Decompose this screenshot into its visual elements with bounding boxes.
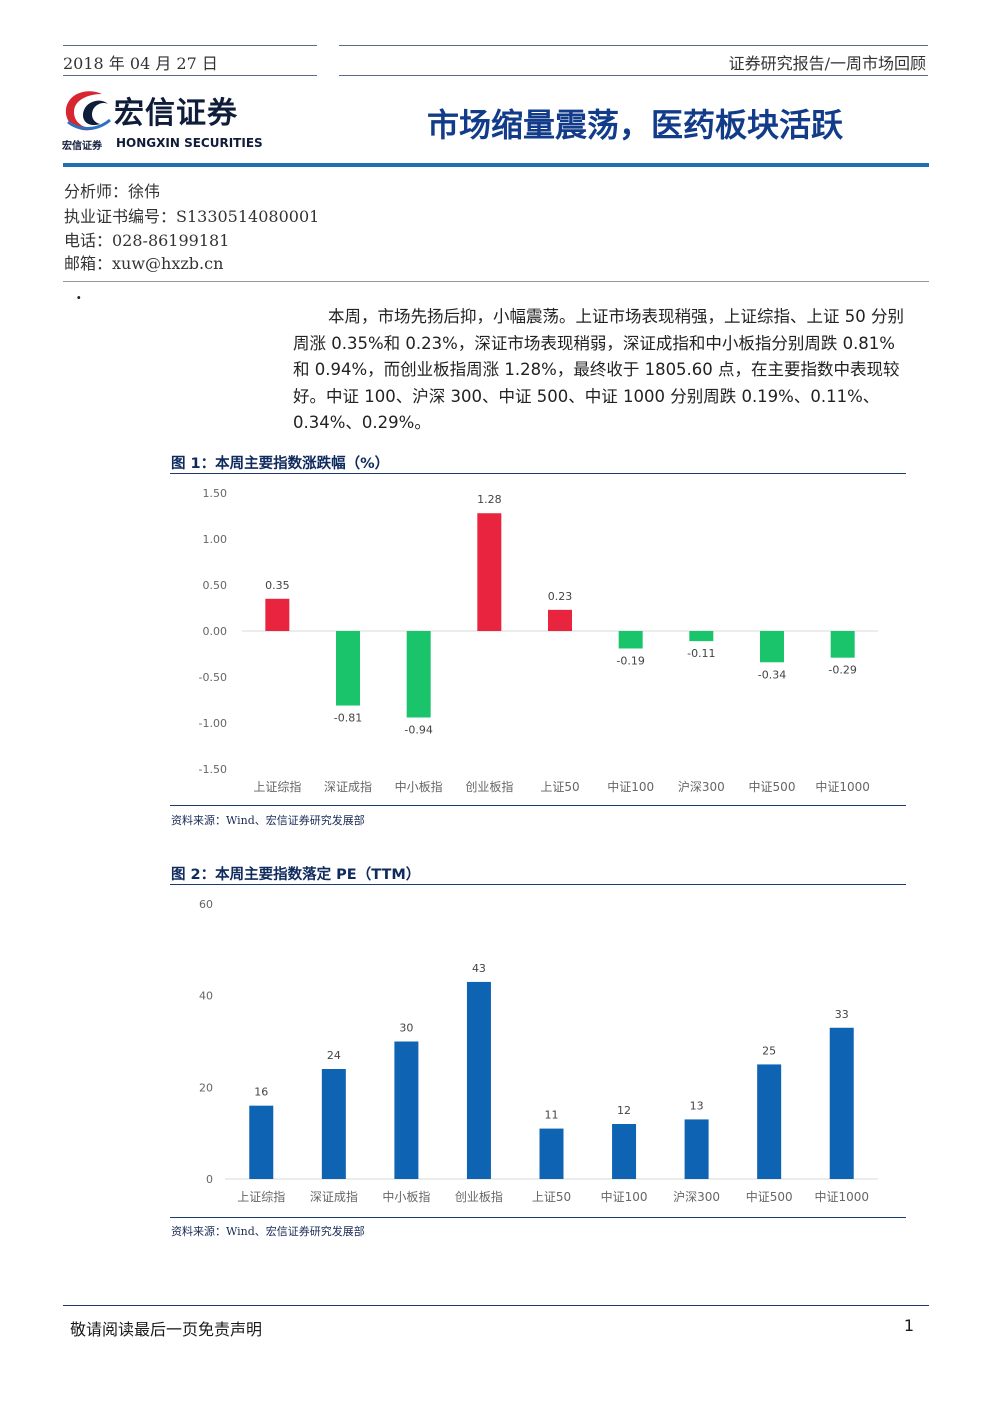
data-bar <box>618 631 643 649</box>
analyst-rule <box>63 281 929 282</box>
data-label: 13 <box>690 1099 704 1112</box>
summary-paragraph: 本周，市场先扬后抑，小幅震荡。上证市场表现稍强，上证综指、上证 50 分别周涨 … <box>293 307 904 433</box>
y-tick-label: 40 <box>199 990 213 1003</box>
data-label: -0.29 <box>828 664 856 677</box>
x-category-label: 中证1000 <box>814 1189 869 1204</box>
y-tick-label: 60 <box>199 898 213 911</box>
figure2-title: 图 2：本周主要指数落定 PE（TTM） <box>171 867 421 883</box>
x-category-label: 创业板指 <box>465 779 513 794</box>
y-tick-label: 1.00 <box>203 533 228 546</box>
data-bar <box>684 1119 709 1179</box>
data-bar <box>757 1064 782 1179</box>
data-bar <box>466 981 491 1179</box>
header-rule-right-bottom <box>339 75 928 76</box>
figure1-bottom-rule <box>170 805 906 806</box>
report-title: 市场缩量震荡，医药板块活跃 <box>426 106 843 144</box>
report-category: 证券研究报告/一周市场回顾 <box>728 54 926 73</box>
x-category-label: 沪深300 <box>678 780 725 794</box>
figure2-top-rule <box>170 884 906 885</box>
data-bar <box>336 631 360 706</box>
data-label: 0.23 <box>548 590 573 603</box>
analyst-phone: 电话：028-86199181 <box>64 231 230 250</box>
data-label: 25 <box>762 1044 776 1057</box>
x-category-label: 上证50 <box>532 1190 571 1204</box>
data-bar <box>829 1027 854 1179</box>
header-rule-right-top <box>339 45 928 46</box>
figure2-chart: 60 40 20 0 16 上证综指 24 深证成指 30 中小板指 43 创业板指 11 上证50 12 中… <box>199 898 878 1204</box>
data-label: -0.11 <box>687 647 715 660</box>
x-category-label: 上证50 <box>540 780 579 794</box>
y-tick-label: 1.50 <box>203 487 228 500</box>
x-category-label: 中小板指 <box>395 779 443 794</box>
data-bar <box>539 1128 564 1179</box>
page-number: 1 <box>903 1316 914 1335</box>
data-bar <box>612 1124 637 1179</box>
data-bar <box>760 631 784 663</box>
data-label: 24 <box>327 1049 341 1062</box>
x-category-label: 中证500 <box>749 779 796 794</box>
data-bar <box>321 1069 346 1179</box>
data-bar <box>548 609 572 631</box>
data-label: 0.35 <box>265 579 290 592</box>
data-label: 1.28 <box>477 493 502 506</box>
data-bar <box>265 598 290 631</box>
data-label: -0.34 <box>758 668 786 681</box>
header-rule-left-bottom <box>63 75 317 76</box>
x-category-label: 深证成指 <box>324 779 372 794</box>
logo-name-cn: 宏信证券 <box>114 96 238 131</box>
y-tick-label: -1.50 <box>199 763 227 776</box>
x-category-label: 中证1000 <box>815 779 870 794</box>
footer-rule <box>63 1305 929 1306</box>
data-bar <box>249 1105 274 1179</box>
x-category-label: 中证100 <box>601 1189 648 1204</box>
bullet-dot: · <box>76 288 82 307</box>
figure1-title: 图 1：本周主要指数涨跌幅（%） <box>171 456 390 472</box>
data-bar <box>689 631 714 642</box>
data-label: -0.94 <box>404 723 432 736</box>
x-category-label: 中小板指 <box>382 1189 430 1204</box>
x-category-label: 沪深300 <box>673 1190 720 1204</box>
data-bar <box>830 631 855 658</box>
data-bar <box>394 1041 419 1179</box>
report-date: 2018 年 04 月 27 日 <box>63 54 218 73</box>
x-category-label: 上证综指 <box>253 779 301 794</box>
analyst-certificate: 执业证书编号：S1330514080001 <box>64 207 320 226</box>
figure1-top-rule <box>170 473 906 474</box>
figure2-source: 资料来源：Wind、宏信证券研究发展部 <box>171 1225 365 1238</box>
y-tick-label: 20 <box>199 1081 213 1094</box>
data-label: 11 <box>545 1109 559 1122</box>
x-category-label: 深证成指 <box>310 1189 358 1204</box>
x-category-label: 创业板指 <box>455 1189 503 1204</box>
data-label: -0.81 <box>334 712 362 725</box>
figure1-chart: 1.50 1.00 0.50 0.00 -0.50 -1.00 -1.50 0.35 上证综指 -… <box>199 487 878 794</box>
figure1-source: 资料来源：Wind、宏信证券研究发展部 <box>171 814 365 827</box>
company-logo: 宏信证券 宏信证券 HONGXIN SECURITIES <box>62 88 263 152</box>
y-tick-label: -0.50 <box>199 671 227 684</box>
footer-disclaimer: 敬请阅读最后一页免责声明 <box>70 1320 263 1339</box>
y-tick-label: 0.00 <box>203 625 228 638</box>
logo-name-cn-small: 宏信证券 <box>62 141 102 152</box>
data-label: 16 <box>254 1086 268 1099</box>
data-label: 33 <box>835 1008 849 1021</box>
logo-mark-icon <box>65 91 111 131</box>
header-rule-left-top <box>63 45 317 46</box>
title-rule <box>63 163 929 167</box>
analyst-name: 分析师：徐伟 <box>64 182 161 201</box>
x-category-label: 中证100 <box>607 779 654 794</box>
data-label: 12 <box>617 1104 631 1117</box>
y-tick-label: -1.00 <box>199 717 227 730</box>
data-label: -0.19 <box>616 654 644 667</box>
data-bar <box>406 631 431 718</box>
data-label: 30 <box>399 1022 413 1035</box>
y-tick-label: 0.50 <box>203 579 228 592</box>
x-category-label: 上证综指 <box>237 1189 285 1204</box>
figure2-bottom-rule <box>170 1217 906 1218</box>
data-bar <box>477 513 502 631</box>
data-label: 43 <box>472 962 486 975</box>
analyst-email: 邮箱：xuw@hxzb.cn <box>64 254 224 273</box>
logo-name-en: HONGXIN SECURITIES <box>116 136 263 150</box>
y-tick-label: 0 <box>206 1173 213 1186</box>
x-category-label: 中证500 <box>746 1189 793 1204</box>
